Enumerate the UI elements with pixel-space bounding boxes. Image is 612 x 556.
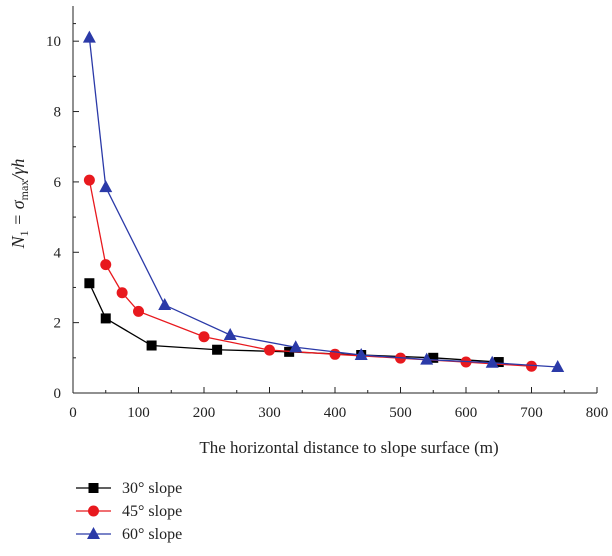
x-tick-label: 500: [389, 405, 412, 421]
x-tick-label: 0: [69, 405, 77, 421]
legend-item: 60° slope: [76, 526, 182, 543]
legend-item: 30° slope: [76, 480, 182, 497]
data-point: [526, 360, 537, 372]
y-tick-label: 2: [54, 316, 62, 332]
data-point: [493, 357, 504, 368]
data-point: [551, 359, 565, 372]
data-point: [264, 344, 275, 356]
legend: 30° slope 45° slope 60° slope: [76, 480, 182, 543]
y-tick-label: 10: [46, 34, 61, 50]
x-tick-label: 600: [455, 405, 478, 421]
data-point: [146, 340, 157, 351]
data-point: [100, 259, 112, 271]
legend-label: 60° slope: [122, 526, 182, 543]
x-tick-label: 400: [324, 405, 347, 421]
data-point: [289, 340, 303, 353]
y-tick-label: 4: [54, 245, 62, 261]
data-point: [133, 305, 144, 317]
x-tick-label: 700: [520, 405, 543, 421]
data-point: [100, 313, 111, 324]
y-axis-title-sub1: 1: [17, 230, 31, 236]
data-point: [158, 298, 172, 311]
y-axis-title-sub2: max: [17, 180, 31, 201]
series-line: [88, 37, 558, 368]
x-tick-label: 200: [193, 405, 216, 421]
series-3: [82, 30, 565, 372]
series-line: [88, 180, 532, 367]
y-axis-title-eq: = σ: [8, 199, 28, 230]
axes: [72, 6, 597, 394]
legend-item: 45° slope: [76, 503, 182, 520]
series-1: [84, 278, 504, 368]
y-axis-title-rest: /γh: [8, 159, 28, 181]
x-axis-title: The horizontal distance to slope surface…: [199, 438, 498, 457]
legend-marker: [88, 505, 99, 517]
legend-marker: [87, 527, 100, 539]
data-point: [83, 174, 95, 186]
data-point: [420, 352, 434, 365]
data-point: [116, 287, 128, 299]
x-tick-label: 100: [127, 405, 150, 421]
legend-label: 45° slope: [122, 503, 182, 520]
legend-marker: [88, 483, 99, 493]
x-tick-label: 800: [586, 405, 609, 421]
legend-label: 30° slope: [122, 480, 182, 497]
y-tick-label: 0: [54, 386, 62, 402]
data-point: [329, 348, 341, 360]
data-point: [354, 348, 368, 361]
data-point: [99, 180, 113, 193]
axis-ticks: 0 100 200 300 400 500 600 700 800 0 2 4 6 8 10: [46, 23, 609, 421]
data-point: [82, 30, 96, 43]
data-point: [198, 331, 210, 343]
data-point: [84, 278, 95, 289]
data-point: [428, 352, 439, 363]
x-tick-label: 300: [258, 405, 281, 421]
y-tick-label: 8: [54, 105, 62, 121]
data-point: [223, 327, 237, 340]
data-point: [212, 344, 223, 355]
data-point: [485, 355, 499, 368]
y-axis-title: N1 = σmax/γh: [8, 159, 31, 250]
series-layer: [82, 30, 565, 372]
series-line: [88, 282, 499, 363]
y-axis-title-main: N: [8, 235, 28, 249]
y-tick-label: 6: [54, 175, 62, 191]
